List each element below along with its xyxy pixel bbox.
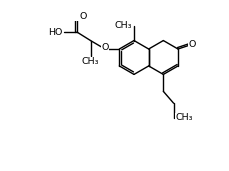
Text: O: O (101, 43, 108, 52)
Text: O: O (79, 12, 86, 21)
Text: O: O (188, 40, 195, 49)
Text: CH₃: CH₃ (82, 57, 99, 66)
Text: HO: HO (48, 28, 63, 37)
Text: CH₃: CH₃ (175, 113, 193, 122)
Text: CH₃: CH₃ (114, 21, 132, 30)
